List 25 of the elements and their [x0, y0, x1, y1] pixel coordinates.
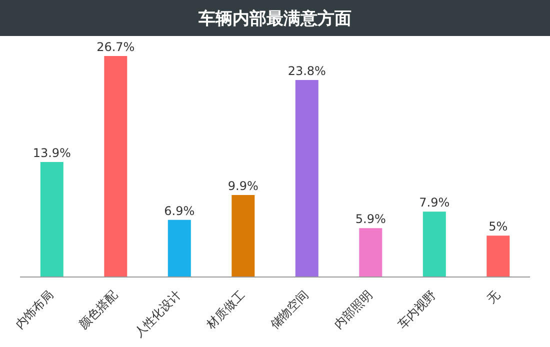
x-tick-label: 储物空间	[267, 288, 312, 332]
x-tick-label: 无	[484, 288, 503, 306]
x-tick-label: 颜色搭配	[76, 288, 120, 332]
chart-title: 车辆内部最满意方面	[198, 8, 352, 30]
data-label: 26.7%	[96, 40, 135, 54]
x-tick-label: 内饰布局	[12, 288, 56, 332]
x-tick-label: 车内视野	[394, 288, 439, 332]
bar	[422, 212, 446, 277]
bar	[486, 236, 510, 277]
bar	[104, 56, 128, 277]
data-label: 5%	[488, 220, 508, 234]
bar	[232, 195, 255, 277]
data-label: 23.8%	[288, 64, 326, 78]
x-tick-label: 人性化设计	[131, 288, 184, 340]
data-label: 6.9%	[164, 204, 195, 218]
x-tick-label: 内部照明	[331, 288, 376, 332]
data-label: 13.9%	[32, 146, 71, 160]
bar	[295, 80, 318, 277]
data-label: 9.9%	[228, 179, 258, 194]
data-label: 7.9%	[419, 196, 450, 210]
bar	[168, 220, 191, 277]
bar	[359, 228, 382, 277]
data-label: 5.9%	[355, 212, 386, 226]
x-tick-label: 材质做工	[203, 288, 248, 332]
bar	[40, 162, 64, 277]
